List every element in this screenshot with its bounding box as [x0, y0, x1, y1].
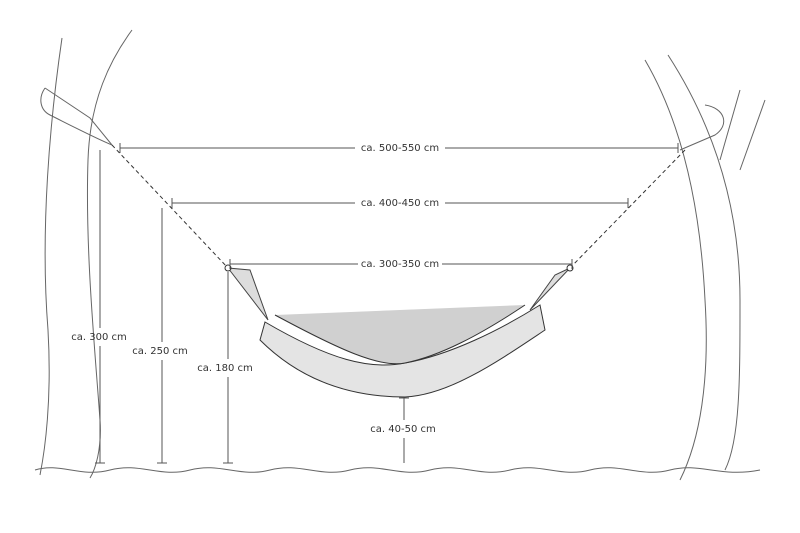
dimension-label: ca. 400-450 cm: [361, 198, 439, 209]
dimension-label: ca. 300 cm: [71, 332, 127, 343]
dimension-label: ca. 180 cm: [197, 363, 253, 374]
hammock: [224, 264, 574, 398]
right-rope: [569, 149, 686, 269]
dimension-label: ca. 300-350 cm: [361, 259, 439, 270]
left-rope: [111, 144, 229, 269]
dimension-label: ca. 250 cm: [132, 346, 188, 357]
ground: [34, 467, 761, 473]
dimension-label: ca. 40-50 cm: [370, 424, 435, 435]
horizontal-dimensions: ca. 500-550 cm ca. 400-450 cm ca. 300-35…: [119, 143, 679, 270]
right-tree: [644, 54, 766, 481]
vertical-dimensions: ca. 300 cm ca. 250 cm ca. 180 cm ca. 40-…: [71, 150, 436, 464]
dimension-label: ca. 500-550 cm: [361, 143, 439, 154]
left-tree: [39, 29, 133, 479]
